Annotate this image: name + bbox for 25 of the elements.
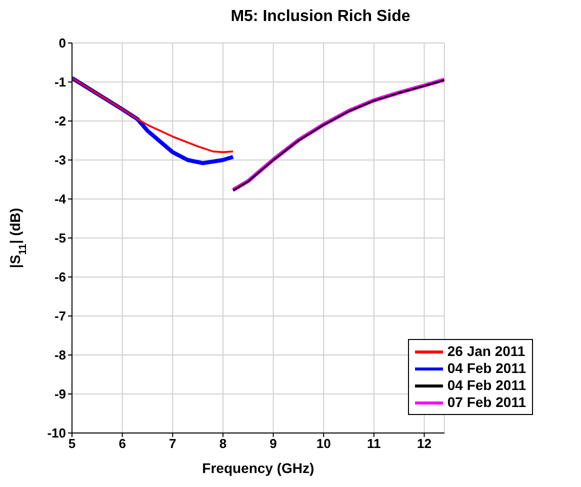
y-tick-label: -4 bbox=[54, 192, 67, 207]
y-tick-label: -6 bbox=[54, 270, 66, 285]
x-tick-label: 12 bbox=[417, 436, 432, 452]
chart-title: M5: Inclusion Rich Side bbox=[230, 8, 412, 26]
y-tick-label: -9 bbox=[54, 386, 66, 402]
legend-label: 04 Feb 2011 bbox=[447, 360, 526, 377]
y-tick-label: -2 bbox=[54, 114, 66, 129]
y-tick-label: -3 bbox=[54, 152, 66, 168]
legend-label: 07 Feb 2011 bbox=[447, 394, 526, 411]
y-tick-label: -5 bbox=[54, 230, 66, 246]
y-tick-label: 0 bbox=[58, 36, 66, 51]
x-tick-label: 9 bbox=[270, 436, 277, 452]
y-tick-label: -7 bbox=[54, 308, 66, 324]
x-tick-label: 5 bbox=[68, 436, 76, 452]
x-tick-label: 6 bbox=[118, 436, 126, 452]
x-tick-label: 11 bbox=[367, 436, 381, 452]
x-tick-label: 10 bbox=[316, 436, 331, 452]
y-tick-label: -1 bbox=[54, 74, 66, 90]
x-tick-label: 8 bbox=[219, 436, 227, 452]
legend-label: 04 Feb 2011 bbox=[447, 377, 526, 394]
legend-label: 26 Jan 2011 bbox=[447, 343, 526, 360]
x-axis-title: Frequency (GHz) bbox=[202, 460, 314, 476]
x-tick-label: 7 bbox=[169, 436, 176, 452]
y-tick-label: -10 bbox=[47, 426, 66, 441]
y-tick-label: -8 bbox=[54, 348, 66, 363]
